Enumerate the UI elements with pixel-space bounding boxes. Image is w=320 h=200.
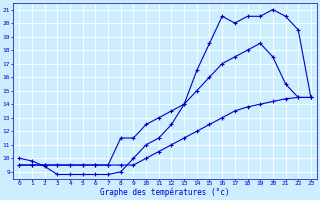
- X-axis label: Graphe des températures (°c): Graphe des températures (°c): [100, 188, 230, 197]
